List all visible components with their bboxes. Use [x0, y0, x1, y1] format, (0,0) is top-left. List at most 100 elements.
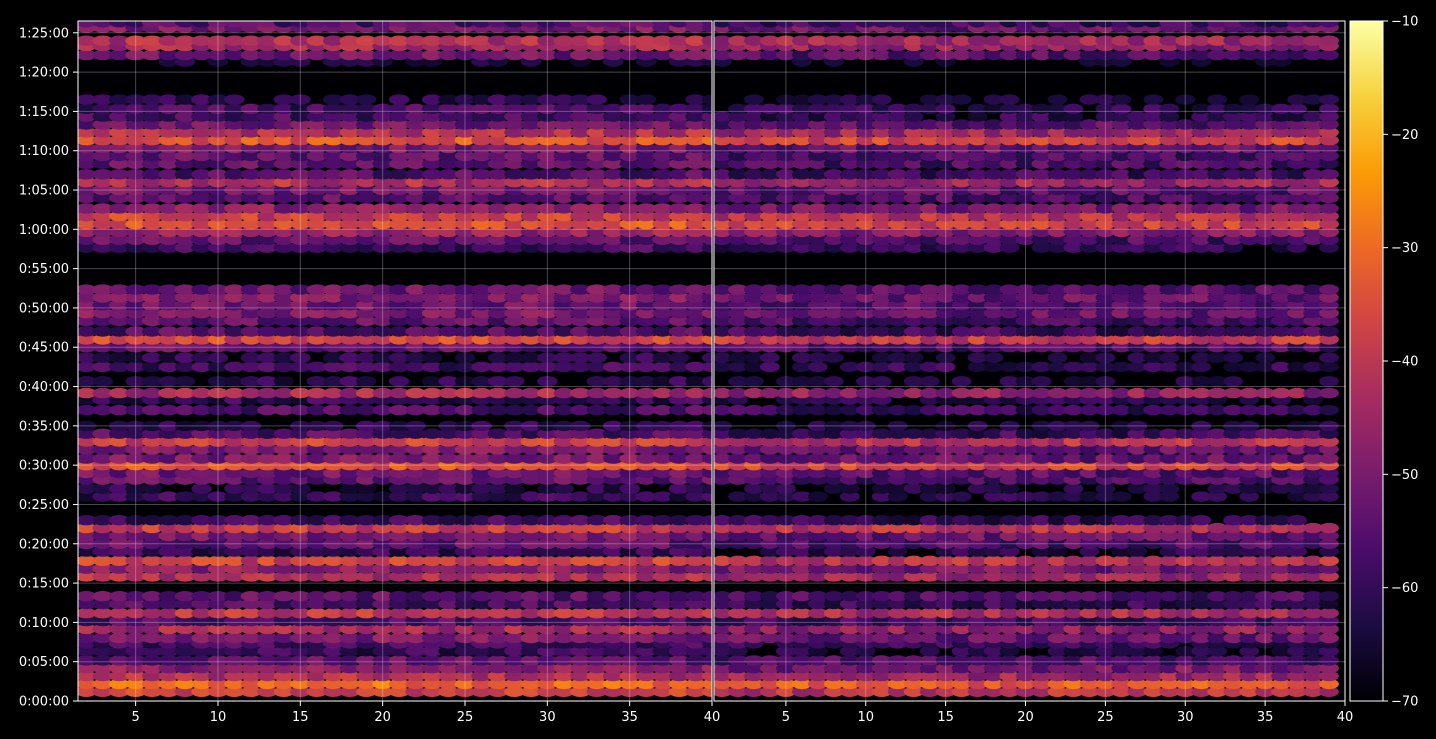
heatmap-cell	[125, 608, 146, 619]
heatmap-cell	[240, 119, 262, 130]
heatmap-cell	[356, 515, 377, 526]
heatmap-cell	[603, 563, 624, 574]
heatmap-cell	[744, 591, 764, 602]
heatmap-cell	[570, 522, 591, 534]
heatmap-cell	[1319, 169, 1339, 180]
heatmap-cell	[109, 334, 130, 345]
heatmap-cell	[421, 352, 443, 363]
heatmap-cell	[701, 420, 712, 432]
heatmap-cell	[323, 203, 344, 214]
heatmap-cell	[207, 591, 229, 602]
heatmap-cell	[405, 655, 426, 666]
heatmap-cell	[207, 555, 229, 566]
heatmap-cell	[240, 546, 262, 557]
heatmap-cell	[257, 632, 278, 644]
heatmap-cell	[744, 538, 764, 549]
heatmap-cell	[668, 242, 690, 253]
heatmap-cell	[701, 35, 712, 46]
heatmap-cell	[619, 334, 640, 345]
heatmap-cell	[405, 203, 426, 214]
heatmap-cell	[1095, 515, 1116, 526]
heatmap-cell	[1111, 555, 1132, 566]
heatmap-cell	[191, 158, 212, 169]
heatmap-cell	[668, 663, 690, 674]
heatmap-cell	[537, 21, 558, 28]
heatmap-cell	[553, 608, 574, 619]
heatmap-cell	[1207, 522, 1228, 534]
heatmap-cell	[487, 678, 509, 690]
heatmap-cell	[685, 678, 706, 690]
heatmap-cell	[191, 678, 212, 690]
heatmap-cell	[1191, 678, 1212, 690]
heatmap-cell	[520, 177, 542, 188]
heatmap-cell	[635, 404, 657, 416]
heatmap-cell	[339, 563, 360, 574]
heatmap-cell	[438, 211, 459, 222]
heatmap-cell	[273, 538, 294, 549]
heatmap-cell	[685, 632, 706, 644]
heatmap-cell	[454, 352, 476, 363]
heatmap-cell	[109, 342, 130, 353]
heatmap-cell	[109, 119, 130, 130]
heatmap-cell	[668, 678, 690, 690]
heatmap-cell	[537, 119, 558, 130]
heatmap-cell	[372, 608, 393, 619]
heatmap-cell	[586, 49, 607, 61]
heatmap-cell	[273, 646, 294, 657]
heatmap-cell	[983, 591, 1004, 602]
heatmap-cell	[454, 203, 476, 214]
heatmap-cell	[421, 177, 443, 188]
heatmap-cell	[504, 111, 525, 122]
heatmap-cell	[1303, 598, 1323, 610]
heatmap-cell	[323, 127, 344, 138]
heatmap-cell	[125, 352, 146, 363]
heatmap-cell	[823, 655, 844, 666]
heatmap-cell	[635, 491, 657, 502]
heatmap-cell	[388, 284, 410, 295]
heatmap-cell	[652, 334, 673, 345]
heatmap-cell	[999, 663, 1020, 674]
heatmap-cell	[257, 218, 278, 230]
heatmap-cell	[1095, 632, 1116, 644]
heatmap-cell	[586, 94, 607, 105]
heatmap-cell	[78, 538, 97, 549]
heatmap-cell	[207, 615, 229, 627]
heatmap-cell	[685, 571, 706, 582]
heatmap-cell	[388, 444, 410, 455]
heatmap-cell	[714, 646, 732, 657]
heatmap-cell	[935, 515, 956, 526]
heatmap-cell	[553, 571, 574, 582]
heatmap-cell	[714, 563, 732, 574]
heatmap-cell	[685, 646, 706, 657]
heatmap-cell	[1255, 530, 1275, 542]
heatmap-cell	[421, 608, 443, 619]
heatmap-cell	[158, 150, 179, 162]
heatmap-cell	[487, 598, 509, 610]
heatmap-cell	[207, 49, 229, 61]
heatmap-cell	[174, 226, 196, 238]
heatmap-cell	[78, 491, 97, 502]
heatmap-cell	[339, 591, 360, 602]
heatmap-cell	[339, 555, 360, 566]
heatmap-cell	[668, 177, 690, 188]
heatmap-cell	[504, 623, 525, 635]
heatmap-cell	[306, 571, 327, 582]
heatmap-cell	[887, 615, 908, 627]
heatmap-cell	[273, 203, 294, 214]
heatmap-cell	[191, 21, 212, 28]
heatmap-cell	[871, 376, 892, 387]
heatmap-cell	[586, 234, 607, 245]
heatmap-cell	[619, 94, 640, 105]
heatmap-cell	[207, 563, 229, 574]
heatmap-cell	[553, 177, 574, 188]
heatmap-cell	[537, 546, 558, 557]
heatmap-cell	[224, 655, 245, 666]
heatmap-cell	[701, 444, 712, 455]
heatmap-cell	[109, 234, 130, 245]
heatmap-cell	[1031, 670, 1052, 682]
heatmap-cell	[240, 555, 262, 566]
heatmap-cell	[1303, 608, 1323, 619]
heatmap-cell	[339, 352, 360, 363]
heatmap-cell	[487, 177, 509, 188]
heatmap-cell	[520, 94, 542, 105]
